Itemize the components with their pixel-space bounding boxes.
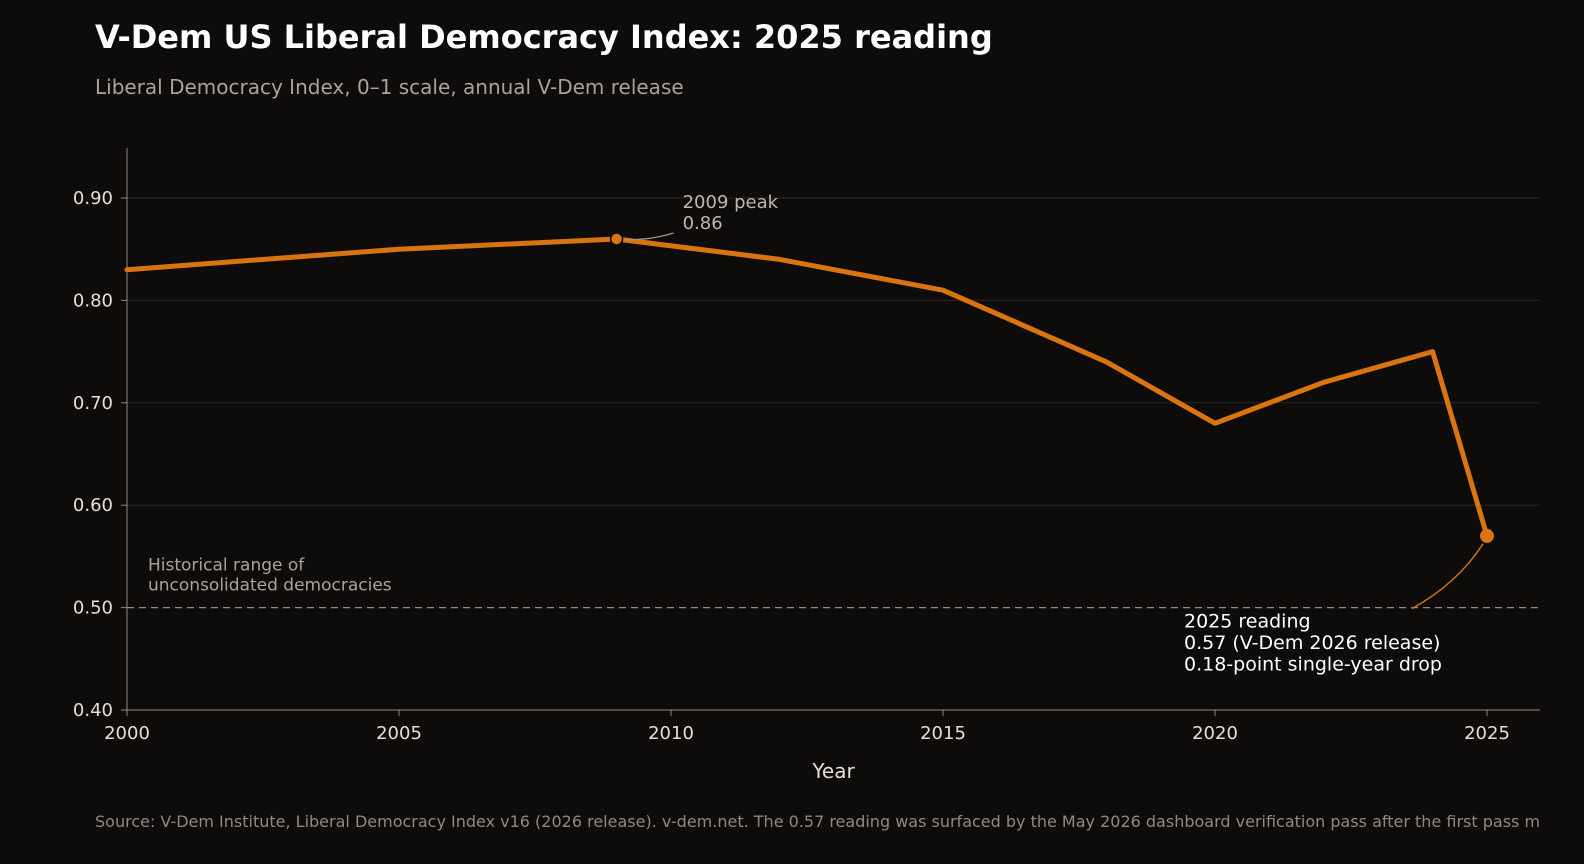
annotations: 2009 peak 0.86 2025 reading 0.57 (V-Dem … <box>624 192 1484 676</box>
peak-annotation-connector <box>624 232 674 241</box>
y-tick-label: 0.90 <box>73 188 113 209</box>
series-group <box>124 232 1494 543</box>
y-tick-label: 0.70 <box>73 393 113 414</box>
chart-subtitle: Liberal Democracy Index, 0–1 scale, annu… <box>95 75 684 99</box>
y-tick-label: 0.50 <box>73 598 113 619</box>
x-tick-label: 2010 <box>648 723 694 744</box>
peak-point <box>609 232 624 246</box>
latest-point <box>1480 528 1494 543</box>
x-tick-label: 2000 <box>104 723 150 744</box>
x-axis-title: Year <box>811 759 855 783</box>
y-axis-ticks: 0.40 0.50 0.60 0.70 0.80 0.90 <box>73 188 127 721</box>
reference-label-line-2: unconsolidated democracies <box>148 576 392 596</box>
x-tick-label: 2005 <box>376 723 422 744</box>
latest-annotation-line-3: 0.18-point single-year drop <box>1184 654 1442 676</box>
source-note: Source: V-Dem Institute, Liberal Democra… <box>95 812 1541 831</box>
latest-annotation-line-2: 0.57 (V-Dem 2026 release) <box>1184 632 1440 654</box>
latest-annotation-line-1: 2025 reading <box>1184 611 1311 633</box>
peak-annotation-line-1: 2009 peak <box>683 192 779 213</box>
series-line <box>124 236 1490 539</box>
x-tick-label: 2015 <box>920 723 966 744</box>
axes <box>126 148 1540 711</box>
y-tick-label: 0.40 <box>73 700 113 721</box>
x-axis-ticks: 2000 2005 2010 2015 2020 2025 <box>104 710 1510 744</box>
reference-label-line-1: Historical range of <box>148 556 305 576</box>
peak-annotation-line-2: 0.86 <box>683 213 723 234</box>
x-tick-label: 2025 <box>1464 723 1510 744</box>
x-tick-label: 2020 <box>1192 723 1238 744</box>
chart-title: V-Dem US Liberal Democracy Index: 2025 r… <box>95 18 993 56</box>
latest-annotation-connector <box>1411 543 1484 610</box>
y-tick-label: 0.60 <box>73 495 113 516</box>
grid-lines <box>127 197 1540 506</box>
y-tick-label: 0.80 <box>73 290 113 311</box>
reference-line-group: Historical range of unconsolidated democ… <box>127 556 1540 609</box>
